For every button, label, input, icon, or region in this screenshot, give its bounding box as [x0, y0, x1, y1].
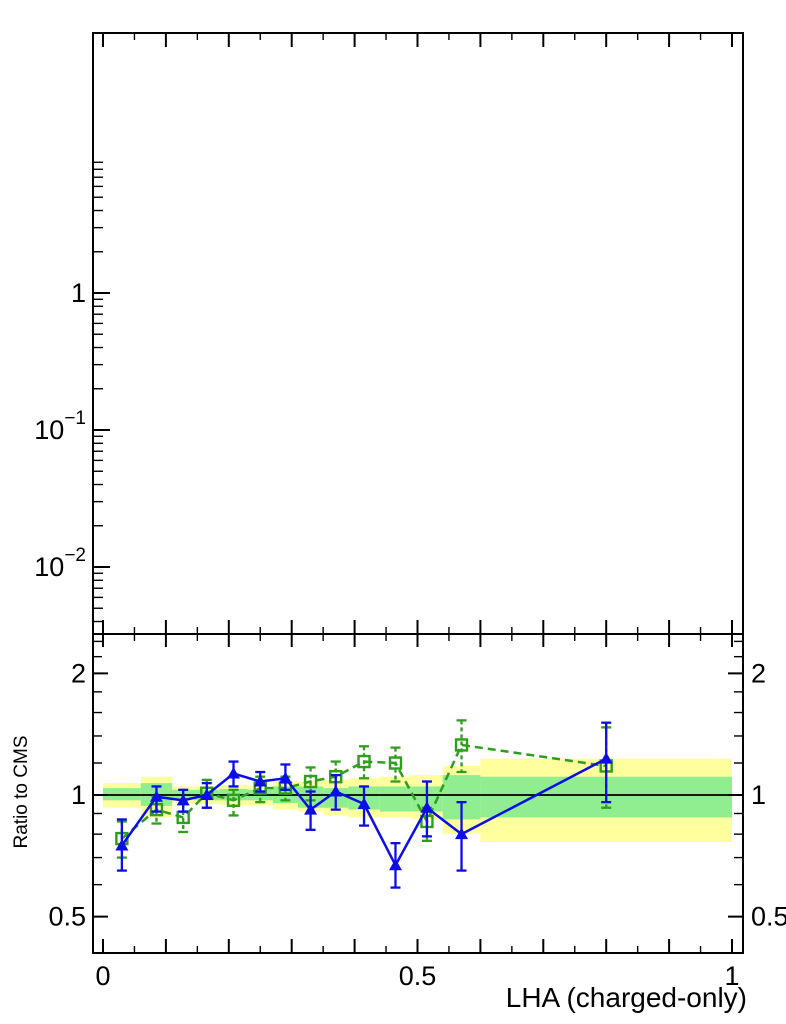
triangle-marker	[304, 803, 318, 815]
triangle-marker	[253, 774, 267, 787]
x-tick-label: 1	[724, 961, 739, 991]
triangle-marker	[149, 790, 163, 802]
triangle-marker	[176, 793, 190, 806]
y-tick-label: 10−2	[34, 545, 86, 583]
uncertainty-band-green	[379, 786, 412, 812]
y-axis-title-ratio: Ratio to CMS	[11, 736, 32, 849]
y-tick-label: 1	[71, 278, 86, 308]
y-tick-label: 1	[71, 780, 86, 810]
y-tick-label: 0.5	[48, 902, 86, 932]
triangle-marker	[357, 797, 371, 809]
triangle-marker	[420, 801, 434, 813]
plot-frame-main	[92, 32, 744, 635]
x-axis-title: LHA (charged-only)	[506, 982, 747, 1013]
series-blue-triangles	[115, 721, 613, 889]
triangle-marker	[599, 752, 613, 764]
triangle-marker	[227, 767, 241, 779]
triangle-marker	[455, 827, 469, 840]
square-marker	[357, 754, 371, 769]
y-tick-label-right: 0.5	[751, 902, 786, 932]
y-tick-label-right: 2	[751, 658, 766, 688]
green-squares-line	[121, 743, 607, 840]
triangle-marker	[388, 858, 402, 871]
y-tick-label: 10−1	[34, 408, 86, 446]
x-tick-label: 0	[95, 961, 110, 991]
triangle-marker	[200, 788, 214, 800]
blue-triangles-line	[120, 757, 607, 868]
x-tick-label: 0.5	[399, 961, 437, 991]
square-marker	[454, 738, 469, 752]
y-tick-label: 2	[71, 658, 86, 688]
uncertainty-bands	[103, 758, 732, 843]
square-marker	[226, 793, 241, 808]
square-marker	[388, 756, 403, 770]
triangle-marker	[278, 771, 292, 784]
square-marker	[303, 774, 318, 789]
y-tick-label-right: 1	[751, 780, 766, 810]
axes	[92, 32, 744, 954]
data-series	[93, 719, 743, 889]
triangle-marker	[115, 838, 129, 851]
axis-tick-labels: 0 0.5 1 1 10−1 10−2 2 2 1 1 0.5 0.5	[34, 278, 786, 991]
triangle-marker	[329, 785, 343, 797]
